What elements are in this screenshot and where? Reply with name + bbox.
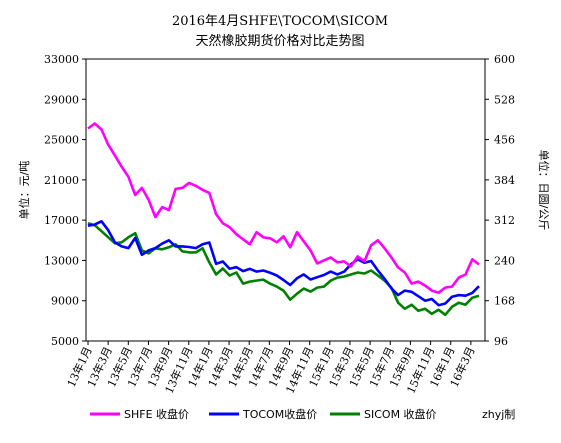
series-line-1 [87,220,480,307]
left-tick-label: 9000 [51,295,79,308]
legend: SHFE 收盘价 TOCOM收盘价 SICOM 收盘价 [90,407,437,421]
left-tick-label: 25000 [44,134,79,147]
right-axis-ticks: 600 528 456 384 312 240 168 96 [485,53,515,348]
right-axis-label: 单位：日圆/公斤 [537,150,551,231]
left-tick-label: 29000 [44,93,79,106]
left-tick-label: 5000 [51,335,79,348]
legend-label-2: SICOM 收盘价 [364,407,437,421]
plot-lines [87,122,480,317]
right-tick-label: 384 [494,174,515,187]
legend-label-1: TOCOM收盘价 [242,407,317,421]
right-tick-label: 600 [494,53,515,66]
plot-frame [85,58,486,342]
right-tick-label: 312 [494,214,515,227]
right-tick-label: 168 [494,295,515,308]
left-tick-label: 17000 [44,214,79,227]
left-tick-label: 13000 [44,254,79,267]
left-tick-label: 33000 [44,53,79,66]
right-tick-label: 96 [494,335,508,348]
series-line-0 [87,122,480,295]
legend-label-0: SHFE 收盘价 [124,407,189,421]
right-tick-label: 240 [494,254,515,267]
chart-title: 2016年4月SHFE\TOCOM\SICOM [172,14,388,29]
x-axis-ticks: 13年1月13年3月13年5月13年7月13年9月13年11月14年1月14年3… [64,341,478,396]
right-tick-label: 456 [494,134,515,147]
source-annotation: zhyj制 [482,408,515,421]
left-axis-ticks: 33000 29000 25000 21000 17000 13000 9000 5000 [44,53,86,348]
right-tick-label: 528 [494,93,515,106]
left-tick-label: 21000 [44,174,79,187]
chart-subtitle: 天然橡胶期货价格对比走势图 [195,33,364,49]
left-axis-label: 单位：元/吨 [17,161,31,220]
